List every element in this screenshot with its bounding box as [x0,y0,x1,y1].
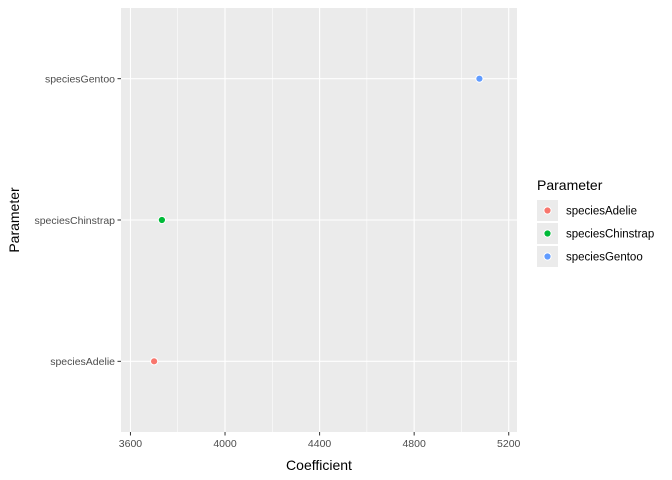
legend: Parameter speciesAdelie speciesChinstrap s… [537,177,654,267]
legend-swatch-speciesGentoo [543,252,552,261]
data-points [149,74,484,366]
x-tick-label: 4000 [213,438,237,450]
y-tick-label: speciesGentoo [45,73,115,85]
y-tick-label: speciesAdelie [50,356,115,368]
legend-label-speciesChinstrap: speciesChinstrap [566,229,654,241]
legend-label-speciesAdelie: speciesAdelie [566,206,637,218]
legend-swatch-speciesAdelie [543,206,552,215]
y-tick-label: speciesChinstrap [34,215,115,227]
x-tick-label: 4400 [308,438,332,450]
point-speciesChinstrap [157,215,167,225]
point-speciesGentoo [475,74,484,83]
legend-label-speciesGentoo: speciesGentoo [566,252,643,264]
x-tick-label: 3600 [119,438,143,450]
major-gridlines [121,8,517,432]
y-axis-title: Parameter [6,187,22,253]
point-speciesAdelie [149,357,159,366]
x-tick-label: 4800 [402,438,426,450]
y-axis: speciesAdelie speciesChinstrap speciesGent… [34,73,121,368]
x-axis: 3600 4000 4400 4800 5200 [119,432,521,450]
x-axis-title: Coefficient [286,457,352,473]
legend-swatch-speciesChinstrap [543,229,552,238]
x-tick-label: 5200 [497,438,521,450]
legend-title: Parameter [537,177,603,193]
